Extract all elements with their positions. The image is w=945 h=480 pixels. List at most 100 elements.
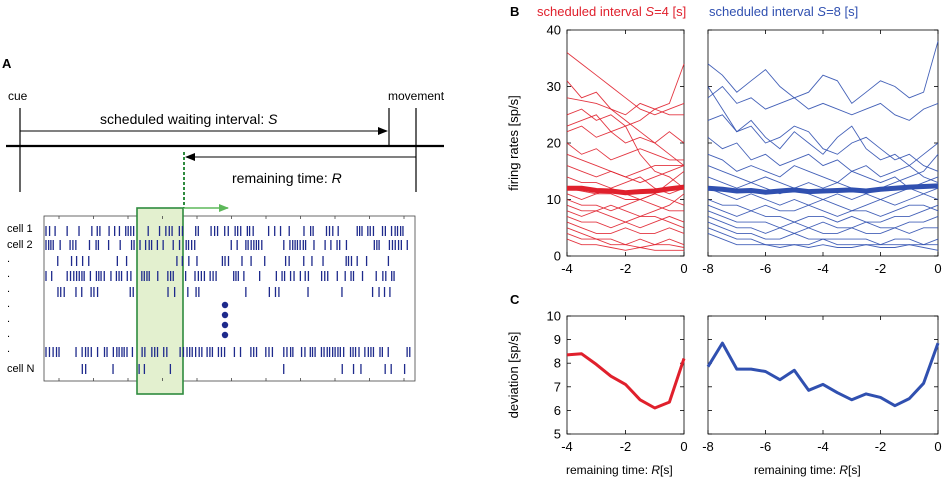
neuron-series-line (707, 41, 939, 105)
ellipsis-dot (221, 321, 229, 329)
chart-b-left: 0 10 20 30 40 -4 -2 0 firing rates [sp/s] (506, 23, 688, 277)
movement-label: movement (388, 89, 445, 103)
cell-label: . (7, 313, 10, 325)
neuron-series-line (566, 238, 684, 251)
x-tick-label: -6 (760, 439, 772, 454)
y-tick-label: 10 (547, 309, 561, 324)
cell-label: . (7, 298, 10, 310)
x-tick-label: -8 (702, 439, 714, 454)
x-tick-label: -4 (561, 261, 573, 276)
cell-label: . (7, 253, 10, 265)
panel-a: A cue movement scheduled waiting interva… (2, 56, 445, 395)
neuron-series-line (707, 85, 939, 121)
plot-frame (707, 315, 939, 435)
deviation-line (706, 341, 940, 408)
plot-frame (566, 315, 685, 435)
cell-labels: cell 1 cell 2....... cell N (7, 223, 35, 375)
neuron-series-line (707, 187, 939, 212)
raster-time-ticks (58, 216, 405, 381)
neuron-series-line (566, 63, 685, 116)
neuron-series-line (566, 142, 684, 161)
neuron-series-line (566, 232, 685, 248)
ellipsis-dot (221, 301, 229, 309)
ellipsis-dot (221, 311, 229, 319)
panel-b-label: B (510, 4, 519, 19)
chart-b-right: -8 -6 -4 -2 0 (702, 29, 942, 276)
neuron-series-line (707, 86, 939, 167)
panel-a-label: A (2, 56, 12, 71)
neuron-series-line (566, 52, 685, 116)
neuron-series-line (566, 215, 685, 229)
neuron-series-line (566, 193, 685, 217)
neuron-series-line (566, 210, 685, 229)
x-tick-label: 0 (934, 439, 941, 454)
x-tick-label: -8 (702, 261, 714, 276)
x-tick-label: -4 (817, 261, 829, 276)
mean-firing-rate-line (567, 184, 685, 196)
panel-c-label: C (510, 292, 520, 307)
chart-c-left: 5 6 7 8 9 10 -4 -2 0 deviation [sp/s] (506, 309, 688, 455)
x-tick-label: -4 (561, 439, 573, 454)
cue-label: cue (8, 89, 28, 103)
neuron-series-line (707, 153, 939, 189)
y-tick-label: 7 (554, 379, 561, 394)
ellipsis-dot (221, 331, 229, 339)
neuron-series-line (566, 170, 685, 200)
neuron-series-line (566, 221, 685, 234)
neuron-series-line (707, 227, 938, 246)
cell-label: cell 1 (7, 223, 33, 235)
cell-label: cell N (7, 363, 35, 375)
deviation-line (566, 352, 686, 410)
y-tick-label: 20 (547, 136, 561, 151)
remaining-time-label: remaining time: R (232, 170, 342, 186)
x-tick-label: -2 (620, 261, 632, 276)
neuron-series-line (707, 154, 939, 195)
cell-label: . (7, 268, 10, 280)
neuron-series-line (566, 97, 685, 166)
title-s4: scheduled interval S=4 [s] (537, 4, 686, 19)
y-tick-label: 5 (554, 427, 561, 442)
analysis-window (136, 207, 184, 395)
cell-label: . (7, 343, 10, 355)
y-tick-label: 40 (547, 23, 561, 38)
x-tick-label: -2 (620, 439, 632, 454)
chart-c-right: -8 -6 -4 -2 0 (702, 315, 942, 454)
neuron-series-line (707, 114, 939, 172)
neuron-series-line (566, 165, 685, 184)
x-tick-label: 0 (680, 439, 687, 454)
neuron-series-line (707, 232, 939, 251)
y-tick-label: 30 (547, 79, 561, 94)
neuron-series-line (566, 153, 684, 178)
y-tick-label: 0 (554, 249, 561, 264)
neuron-series-line (566, 193, 685, 212)
mean-firing-rate-line (707, 183, 939, 195)
x-tick-label: -6 (760, 261, 772, 276)
y-axis-label: firing rates [sp/s] (506, 95, 521, 190)
neuron-series-line (707, 136, 939, 184)
neuron-series-line (566, 108, 684, 127)
neuron-series-line (707, 210, 939, 229)
x-tick-label: -2 (875, 261, 887, 276)
neuron-series-line (566, 125, 685, 189)
cell-label: . (7, 328, 10, 340)
x-tick-label: -2 (875, 439, 887, 454)
raster-plot (45, 226, 411, 374)
y-tick-label: 10 (547, 192, 561, 207)
x-tick-label: 0 (934, 261, 941, 276)
xlabel-right: remaining time: R[s] (754, 463, 861, 477)
y-tick-label: 9 (554, 332, 561, 347)
cell-label: . (7, 283, 10, 295)
xlabel-left: remaining time: R[s] (566, 463, 673, 477)
x-tick-label: -4 (817, 439, 829, 454)
title-s8: scheduled interval S=8 [s] (709, 4, 858, 19)
scheduled-interval-label: scheduled waiting interval: S (100, 111, 278, 127)
cell-label: cell 2 (7, 239, 33, 251)
neuron-series-line (707, 215, 938, 234)
neuron-series-line (707, 204, 939, 223)
y-tick-label: 8 (554, 356, 561, 371)
y-axis-label: deviation [sp/s] (506, 332, 521, 419)
neuron-series-line (707, 199, 939, 217)
x-tick-label: 0 (680, 261, 687, 276)
